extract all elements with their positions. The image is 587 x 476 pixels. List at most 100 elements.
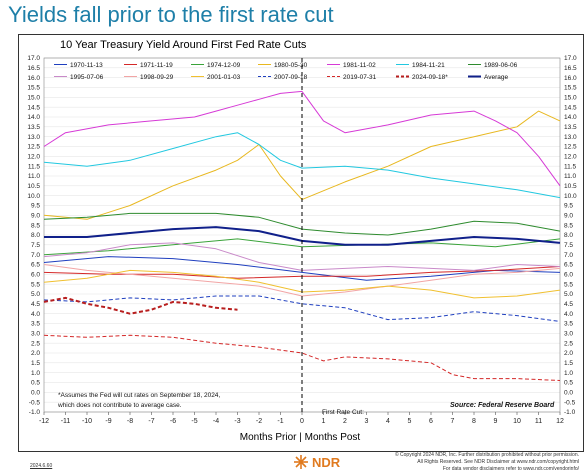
- x-tick-label: 10: [513, 418, 521, 425]
- copyright-notice: © Copyright 2024 NDR, Inc. Further distr…: [359, 452, 579, 473]
- y-tick-label-right: -0.5: [564, 399, 576, 406]
- y-tick-label-right: 2.5: [564, 340, 573, 347]
- y-tick-label-left: 9.5: [31, 203, 40, 210]
- chart-annotations: *Assumes the Fed will cut rates on Septe…: [57, 392, 555, 443]
- x-tick-label: 4: [386, 418, 390, 425]
- y-tick-label-left: 14.0: [27, 114, 40, 121]
- x-tick-label: -10: [82, 418, 92, 425]
- y-tick-label-right: 5.0: [564, 291, 573, 298]
- y-tick-label-left: 10.5: [27, 183, 40, 190]
- y-tick-label-left: 2.5: [31, 340, 40, 347]
- y-tick-label-right: 3.5: [564, 321, 573, 328]
- y-tick-label-left: 5.5: [31, 281, 40, 288]
- y-tick-label-left: 12.0: [27, 154, 40, 161]
- ndr-logo-icon: [294, 455, 308, 469]
- y-tick-label-right: 9.5: [564, 203, 573, 210]
- y-tick-label-left: 13.0: [27, 134, 40, 141]
- y-tick-label-left: 1.5: [31, 360, 40, 367]
- y-tick-label-left: 11.5: [28, 163, 41, 170]
- legend-label: 1980-05-30: [274, 62, 308, 69]
- legend-label: 2001-01-03: [207, 74, 241, 81]
- y-tick-label-right: 7.0: [564, 252, 573, 259]
- y-tick-label-left: -0.5: [29, 399, 41, 406]
- y-tick-label-right: 5.5: [564, 281, 573, 288]
- report-code-link[interactable]: 2024.6.60: [30, 463, 53, 469]
- x-tick-label: 8: [472, 418, 476, 425]
- y-tick-label-left: 11.0: [28, 173, 41, 180]
- x-tick-label: 2: [343, 418, 347, 425]
- x-tick-label: 3: [365, 418, 369, 425]
- y-tick-label-left: 15.0: [27, 95, 40, 102]
- legend-label: 1981-11-02: [343, 62, 376, 69]
- y-tick-label-left: 6.0: [31, 272, 40, 279]
- y-tick-label-left: 2.0: [31, 350, 40, 357]
- x-tick-label: -5: [191, 418, 197, 425]
- first-rate-cut-label: First Rate Cut:: [322, 409, 364, 416]
- chart-series: [43, 58, 561, 412]
- y-tick-label-right: 10.5: [564, 183, 577, 190]
- y-tick-label-left: 0.0: [31, 390, 40, 397]
- x-tick-label: -8: [127, 418, 133, 425]
- x-tick-label: -1: [277, 418, 283, 425]
- legend-label: 2019-07-31: [343, 74, 377, 81]
- y-tick-label-right: 17.0: [564, 55, 577, 62]
- y-tick-label-right: 11.0: [564, 173, 577, 180]
- chart-legend: 1970-11-13 1971-11-19 1974-12-09 1980-05-30…: [54, 62, 518, 81]
- y-tick-label-left: 7.5: [31, 242, 40, 249]
- y-tick-label-right: -1.0: [564, 409, 576, 416]
- y-tick-label-right: 4.5: [564, 301, 573, 308]
- x-tick-label: -11: [61, 418, 71, 425]
- y-tick-label-left: 0.5: [31, 380, 40, 387]
- legend-label: 1984-11-21: [412, 62, 445, 69]
- chart-axes: -1.0 -1.0 -0.5 -0.5 0.0 0.0 0.5 0.5 1.0 1.0 1.5 1.5…: [27, 55, 577, 425]
- x-tick-label: 1: [322, 418, 326, 425]
- ndr-logo: NDR: [293, 454, 340, 470]
- y-tick-label-right: 0.5: [564, 380, 573, 387]
- x-tick-label: 0: [300, 418, 304, 425]
- copyright-line-3: For data vendor disclaimers refer to www…: [442, 466, 579, 472]
- legend-label: 2024-09-18*: [412, 74, 448, 81]
- y-tick-label-left: 12.5: [27, 144, 40, 151]
- legend-label: 1971-11-19: [140, 62, 173, 69]
- y-tick-label-left: 9.0: [31, 213, 40, 220]
- y-tick-label-left: 8.5: [31, 222, 40, 229]
- copyright-line-2: All Rights Reserved. See NDR Disclaimer …: [417, 459, 579, 465]
- y-tick-label-right: 9.0: [564, 213, 573, 220]
- y-tick-label-left: 3.0: [31, 331, 40, 338]
- source-label: Source: Federal Reserve Board: [450, 402, 555, 409]
- x-tick-label: -12: [39, 418, 49, 425]
- y-tick-label-left: 16.0: [27, 75, 40, 82]
- series-line-1981-11-02: [43, 90, 561, 187]
- y-tick-label-right: 13.5: [564, 124, 577, 131]
- x-tick-label: 6: [429, 418, 433, 425]
- page-headline: Yields fall prior to the first rate cut: [8, 2, 334, 27]
- y-tick-label-left: 6.5: [31, 262, 40, 269]
- y-tick-label-right: 10.0: [564, 193, 577, 200]
- series-line-1970-11-13: [43, 256, 561, 281]
- y-tick-label-right: 7.5: [564, 242, 573, 249]
- ndr-logo-text: NDR: [312, 454, 341, 470]
- y-tick-label-right: 16.5: [564, 65, 577, 72]
- y-tick-label-right: 15.0: [564, 95, 577, 102]
- y-tick-label-left: 15.5: [27, 85, 40, 92]
- y-tick-label-left: 8.0: [31, 232, 40, 239]
- series-line-2024-09-18-: [43, 296, 238, 315]
- series-line-2007-09-18: [43, 295, 561, 322]
- y-tick-label-right: 11.5: [564, 163, 577, 170]
- x-axis-label: Months Prior | Months Post: [240, 432, 361, 443]
- x-tick-label: -3: [234, 418, 240, 425]
- y-tick-label-left: 5.0: [31, 291, 40, 298]
- x-tick-label: -7: [148, 418, 154, 425]
- y-tick-label-right: 14.0: [564, 114, 577, 121]
- y-tick-label-right: 1.5: [564, 360, 573, 367]
- y-tick-label-right: 2.0: [564, 350, 573, 357]
- y-tick-label-left: 3.5: [31, 321, 40, 328]
- x-tick-label: 5: [408, 418, 412, 425]
- y-tick-label-right: 8.0: [564, 232, 573, 239]
- y-tick-label-right: 12.5: [564, 144, 577, 151]
- x-tick-label: 7: [451, 418, 455, 425]
- y-tick-label-left: 4.5: [31, 301, 40, 308]
- y-tick-label-left: 7.0: [31, 252, 40, 259]
- x-tick-label: 12: [556, 418, 564, 425]
